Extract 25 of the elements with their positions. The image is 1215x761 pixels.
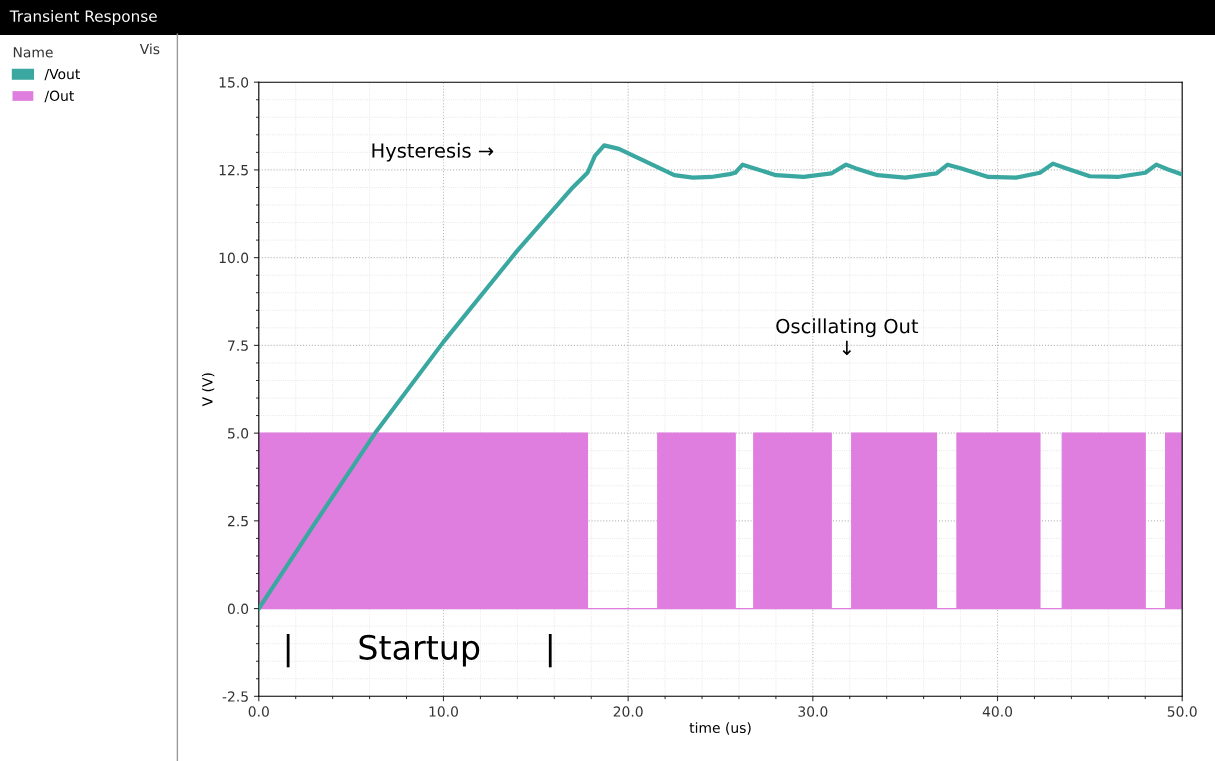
y-tick-label: 0.0: [227, 603, 249, 615]
annotation: Oscillating Out ↓: [776, 318, 919, 355]
y-tick-label: 7.5: [228, 340, 248, 351]
x-axis-title: time (us): [689, 722, 751, 735]
x-tick-label: 0.0: [248, 706, 269, 717]
x-tick-label: 20.0: [613, 706, 643, 717]
x-tick-label: 10.0: [429, 706, 459, 717]
y-tick-label: 12.5: [219, 164, 248, 176]
y-tick-label: 2.5: [228, 515, 248, 527]
x-tick-label: 30.0: [798, 706, 828, 717]
y-tick-label: -2.5: [222, 691, 248, 702]
line-series: [258, 143, 1183, 611]
annotation: | Startup |: [286, 633, 552, 668]
x-tick-label: 50.0: [1167, 706, 1197, 717]
legend-label: /Vout: [44, 68, 80, 81]
legend-title: Name: [13, 47, 53, 58]
x-tick-label: 40.0: [982, 706, 1013, 717]
y-tick-label: 10.0: [219, 252, 249, 264]
legend-label: /Out: [44, 90, 74, 103]
y-tick-label: 15.0: [219, 77, 249, 88]
text: Transient Response: [9, 10, 157, 25]
y-tick-label: 5.0: [228, 428, 249, 439]
y-axis-title: V (V): [201, 373, 215, 407]
text: Vis: [139, 43, 160, 55]
annotation: Hysteresis →: [372, 142, 494, 162]
